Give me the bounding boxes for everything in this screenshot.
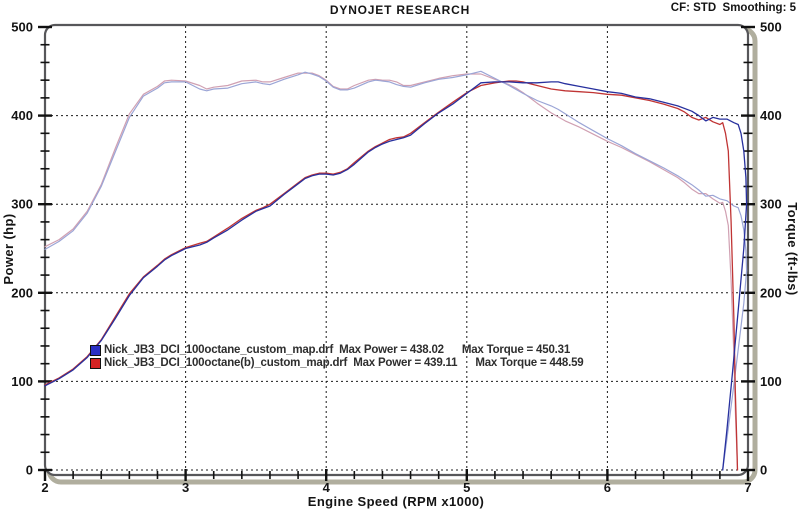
y-tick-label-left: 0 — [26, 463, 33, 478]
curve-torque-run2-pink — [44, 72, 739, 471]
x-tick-label: 3 — [182, 480, 189, 495]
legend-swatch-red-icon — [90, 358, 101, 369]
curve-torque-run1-blue — [44, 70, 748, 471]
chart-title: DYNOJET RESEARCH — [330, 3, 470, 17]
y-tick-label-left: 100 — [11, 374, 33, 389]
y-tick-label-right: 300 — [760, 197, 782, 212]
y-tick-label-left: 400 — [11, 108, 33, 123]
y-axis-title-power: Power (hp) — [1, 213, 16, 284]
y-tick-label-right: 500 — [760, 20, 782, 35]
legend-file-run1: Nick_JB3_DCI_100octane_custom_map.drf — [104, 344, 334, 356]
plot-frame — [43, 23, 750, 477]
x-tick-label: 5 — [463, 480, 470, 495]
y-tick-label-right: 400 — [760, 108, 782, 123]
y-axis-title-torque: Torque (ft-lbs) — [785, 202, 800, 295]
legend-max-power-run2: Max Power = 439.11 — [353, 357, 458, 369]
y-tick-label-right: 100 — [760, 374, 782, 389]
legend-max-torque-run1: Max Torque = 450.31 — [461, 344, 571, 356]
legend: Nick_JB3_DCI_100octane_custom_map.drf Ma… — [90, 344, 584, 370]
correction-smoothing-label: CF: STD Smoothing: 5 — [671, 2, 797, 14]
y-tick-label-left: 300 — [11, 197, 33, 212]
x-tick-label: 4 — [323, 480, 331, 495]
legend-max-torque-run2: Max Torque = 448.59 — [475, 357, 584, 369]
y-tick-label-left: 200 — [11, 285, 33, 300]
y-tick-label-left: 500 — [11, 20, 33, 35]
legend-swatch-blue-icon — [90, 345, 101, 356]
x-tick-label: 6 — [604, 480, 611, 495]
y-tick-label-right: 0 — [760, 463, 767, 478]
legend-item-run1: Nick_JB3_DCI_100octane_custom_map.drf Ma… — [90, 344, 583, 357]
x-axis-title: Engine Speed (RPM x1000) — [308, 494, 484, 509]
legend-file-run2: Nick_JB3_DCI_100octane(b)_custom_map.drf — [104, 357, 348, 369]
legend-max-power-run1: Max Power = 438.02 — [339, 344, 444, 356]
x-tick-label: 2 — [41, 480, 48, 495]
legend-item-run2: Nick_JB3_DCI_100octane(b)_custom_map.drf… — [90, 357, 584, 370]
curve-power-run1-blue — [44, 81, 748, 471]
curve-power-run2-red — [44, 80, 739, 471]
plot-area: 0 0 100 100 200 200 300 300 400 400 500 500 2 3 4 5 6 7 — [11, 20, 781, 496]
x-tick-label: 7 — [744, 480, 751, 495]
y-tick-label-right: 200 — [760, 285, 782, 300]
